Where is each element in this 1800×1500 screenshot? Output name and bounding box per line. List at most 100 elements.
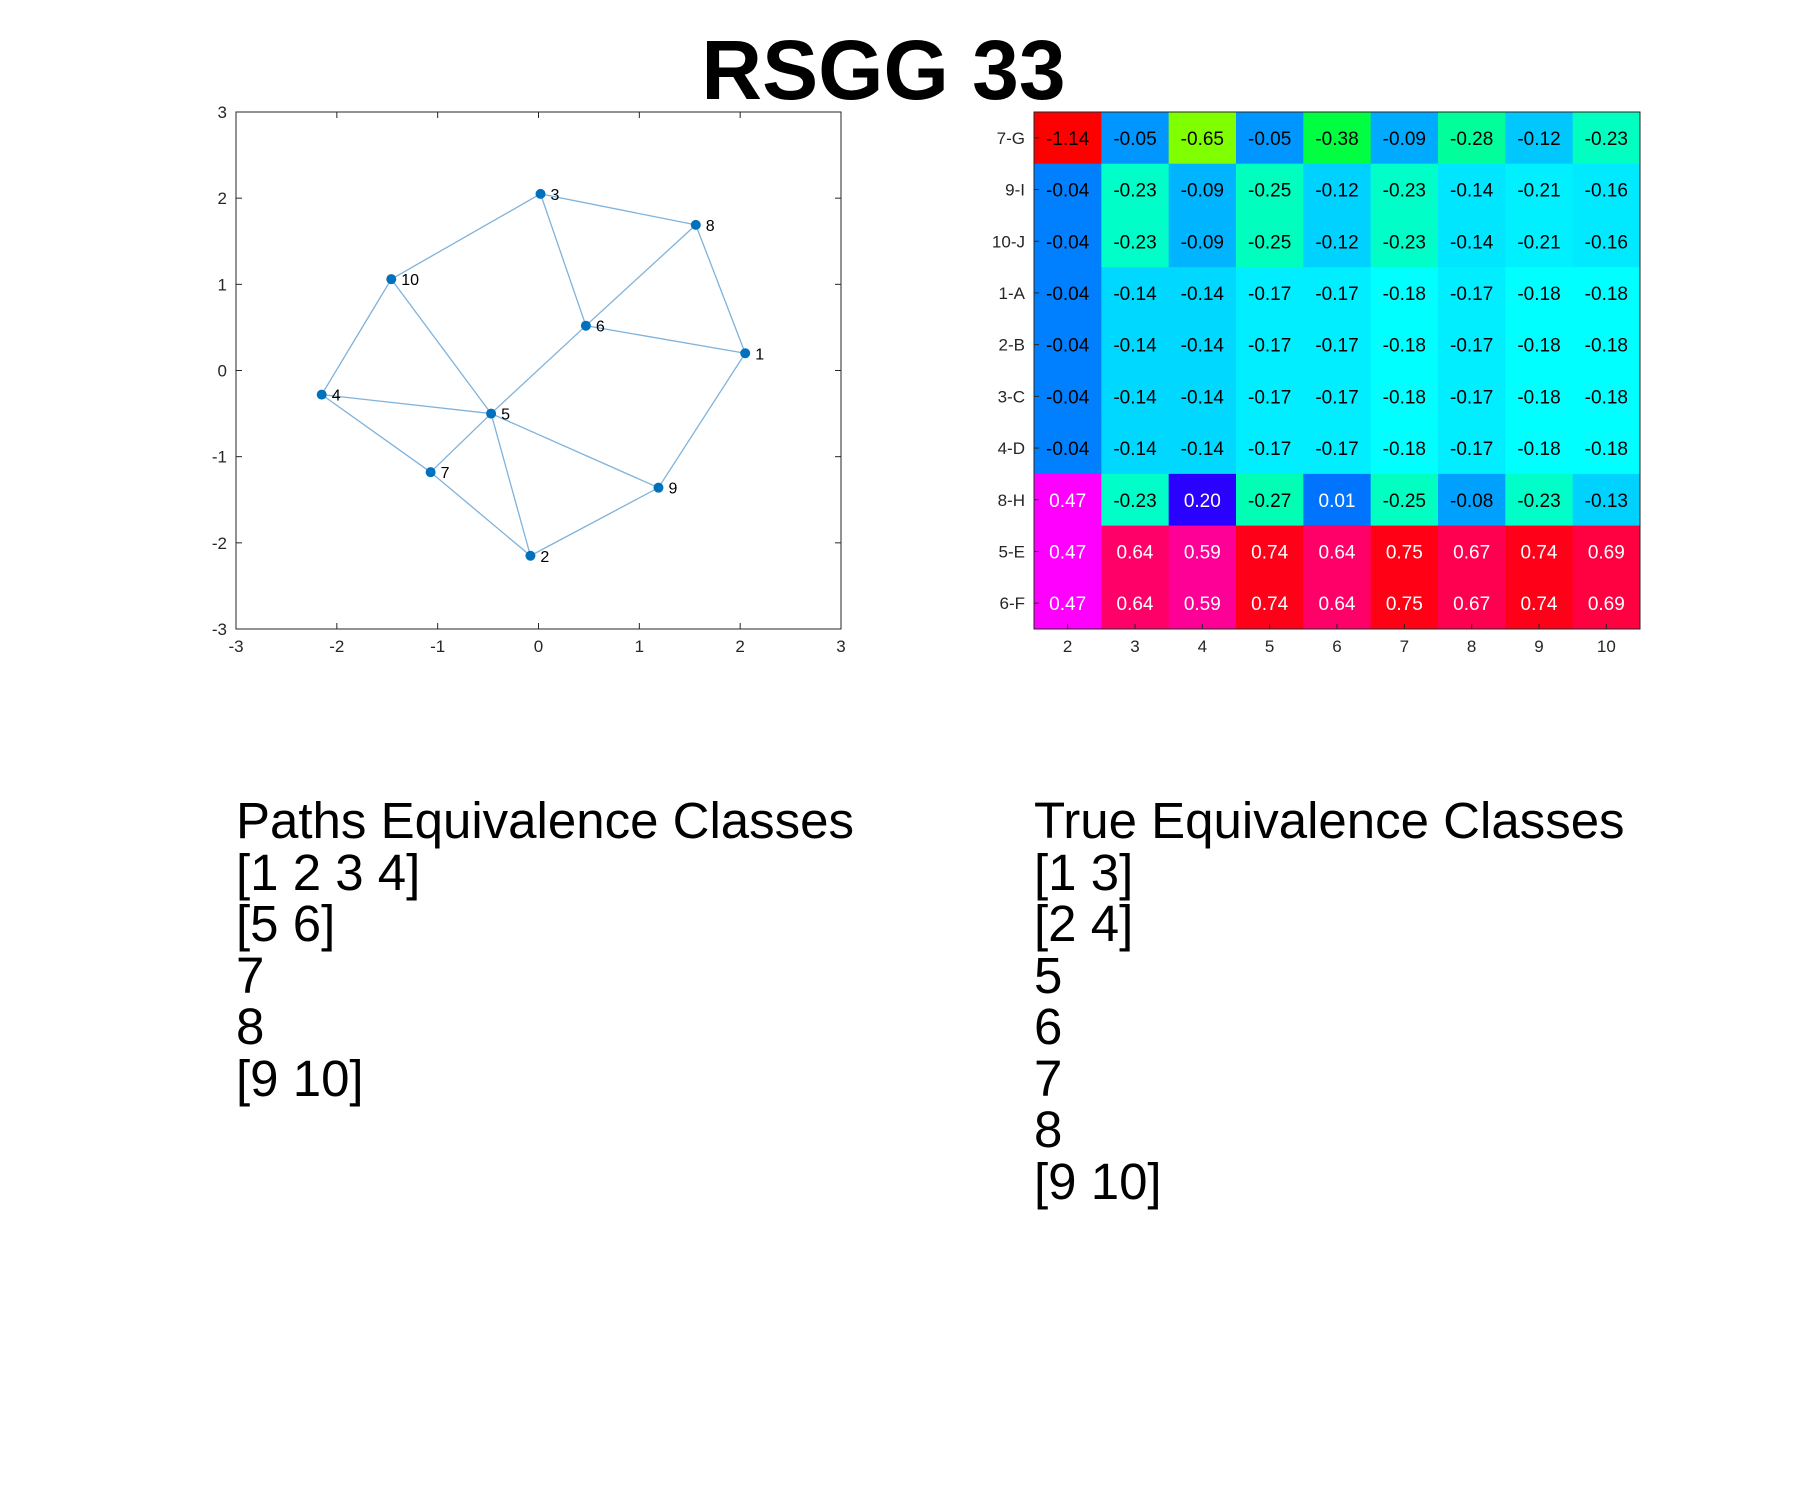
heatmap-cell <box>1505 370 1574 423</box>
heatmap-cell <box>1101 318 1170 371</box>
heatmap-cell <box>1370 577 1439 630</box>
column-label: 4 <box>1198 637 1207 656</box>
cell-value: -0.23 <box>1113 181 1156 202</box>
heatmap-cell <box>1370 163 1439 216</box>
cell-value: -0.13 <box>1585 491 1628 512</box>
cell-value: -0.04 <box>1046 232 1090 253</box>
graph-edge <box>390 278 492 414</box>
heatmap-cell <box>1034 112 1102 165</box>
graph-edge <box>539 193 587 326</box>
cell-value: -0.14 <box>1181 336 1225 357</box>
paths-equivalence-classes: Paths Equivalence Classes [1 2 3 4] [5 6… <box>236 795 854 1104</box>
cell-value: 0.64 <box>1319 542 1356 563</box>
heatmap-cell <box>1572 112 1641 165</box>
cell-value: -0.17 <box>1248 284 1291 305</box>
heatmap-cell <box>1572 215 1641 268</box>
cell-value: -0.14 <box>1113 336 1157 357</box>
class-item: [9 10] <box>1034 1152 1162 1210</box>
graph-edge <box>657 352 746 489</box>
cell-value: 0.64 <box>1319 594 1356 615</box>
cell-value: -0.04 <box>1046 336 1090 357</box>
heatmap-cell <box>1034 370 1102 423</box>
cell-value: -0.18 <box>1383 439 1426 460</box>
class-item: 8 <box>236 998 265 1055</box>
heatmap-cell <box>1236 112 1304 165</box>
heatmap-cell <box>1438 215 1506 268</box>
true-equivalence-classes: True Equivalence Classes [1 3] [2 4] 5 6… <box>1034 795 1625 1207</box>
heatmap-cell <box>1101 112 1170 165</box>
row-label: 8-H <box>998 491 1025 510</box>
heatmap-cell <box>1303 267 1372 320</box>
cell-value: -0.14 <box>1113 284 1157 305</box>
heatmap-cell <box>1438 525 1506 578</box>
heatmap-cell <box>1236 370 1304 423</box>
heatmap-cell <box>1370 422 1439 475</box>
cell-value: -0.17 <box>1450 336 1493 357</box>
cell-value: 0.59 <box>1184 594 1221 615</box>
heatmap-cell <box>1101 215 1170 268</box>
cell-value: -0.27 <box>1248 491 1291 512</box>
graph-node <box>653 482 664 493</box>
graph-node <box>690 219 701 230</box>
heatmap-cell <box>1572 422 1641 475</box>
cell-value: 0.59 <box>1184 542 1221 563</box>
heatmap-cell <box>1370 267 1439 320</box>
x-tick-label: 1 <box>635 637 644 656</box>
graph-edge <box>490 412 659 489</box>
cell-value: -0.14 <box>1181 439 1225 460</box>
cell-value: 0.47 <box>1049 491 1086 512</box>
heatmap-cell <box>1572 267 1641 320</box>
heatmap-cell <box>1505 422 1574 475</box>
graph-edge <box>390 193 541 280</box>
x-tick-label: -1 <box>430 637 445 656</box>
cell-value: -0.21 <box>1517 232 1560 253</box>
cell-value: -0.18 <box>1383 284 1426 305</box>
graph-edge <box>585 325 746 354</box>
heatmap-cell <box>1236 318 1304 371</box>
cell-value: -0.16 <box>1585 232 1628 253</box>
heatmap-cell <box>1438 112 1506 165</box>
cell-value: -0.17 <box>1450 284 1493 305</box>
column-label: 5 <box>1265 637 1274 656</box>
class-item: 8 <box>1034 1101 1063 1158</box>
cell-value: -0.04 <box>1046 181 1090 202</box>
graph-node <box>316 389 327 400</box>
heatmap-cell <box>1303 577 1372 630</box>
y-tick-label: 0 <box>218 362 227 381</box>
heatmap-cell <box>1303 112 1372 165</box>
heatmap-cell <box>1101 267 1170 320</box>
heatmap-cell <box>1370 112 1439 165</box>
row-label: 7-G <box>997 129 1025 148</box>
page-title: RSGG 33 <box>701 23 1066 117</box>
heatmap-cell <box>1168 267 1237 320</box>
graph-edge <box>540 193 696 226</box>
heatmap-cell <box>1303 422 1372 475</box>
cell-value: -0.17 <box>1315 439 1358 460</box>
cell-value: -0.14 <box>1113 439 1157 460</box>
graph-node <box>425 467 436 478</box>
heatmap-cell <box>1303 163 1372 216</box>
y-tick-label: -2 <box>212 534 227 553</box>
cell-value: 0.67 <box>1453 594 1490 615</box>
node-label: 3 <box>551 187 560 204</box>
cell-value: 0.47 <box>1049 594 1086 615</box>
heatmap-cell <box>1505 525 1574 578</box>
cell-value: -0.17 <box>1248 439 1291 460</box>
graph-node <box>386 274 397 285</box>
y-tick-label: -3 <box>212 620 227 639</box>
heatmap-cell <box>1370 525 1439 578</box>
cell-value: -0.04 <box>1046 387 1090 408</box>
cell-value: -0.23 <box>1585 129 1628 150</box>
heatmap-cell <box>1438 267 1506 320</box>
cell-value: -0.05 <box>1113 129 1156 150</box>
heatmap-cell <box>1505 267 1574 320</box>
cell-value: -0.25 <box>1383 491 1426 512</box>
heatmap-cell <box>1370 215 1439 268</box>
heatmap-cell <box>1101 525 1170 578</box>
graph-node <box>535 188 546 199</box>
cell-value: -0.18 <box>1517 284 1560 305</box>
row-label: 10-J <box>992 232 1025 251</box>
cell-value: 0.64 <box>1117 594 1154 615</box>
cell-value: -0.14 <box>1450 232 1494 253</box>
heatmap-cell <box>1168 163 1237 216</box>
